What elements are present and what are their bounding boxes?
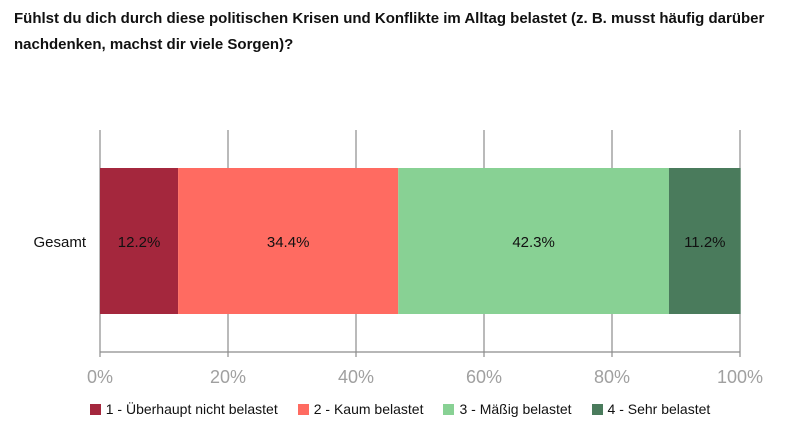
legend-label-1: 1 - Überhaupt nicht belastet — [105, 401, 278, 417]
legend-swatch-3 — [443, 403, 455, 415]
legend-swatch-2 — [297, 403, 309, 415]
legend-swatch-1 — [89, 403, 101, 415]
legend-swatch-4 — [591, 403, 603, 415]
chart-svg: 0% 20% 40% 60% 80% 100% Gesamt 12.2% 34.4% 42.3% 1… — [33, 130, 763, 387]
x-tick-label-1: 20% — [210, 367, 246, 387]
data-label-4: 11.2% — [684, 234, 725, 251]
bar-segment-3 — [398, 168, 669, 314]
legend-item-3: 3 - Mäßig belastet — [443, 401, 572, 417]
data-label-2: 34.4% — [267, 234, 310, 251]
data-label-1: 12.2% — [118, 234, 161, 251]
x-tick-label-3: 60% — [466, 367, 502, 387]
legend-label-4: 4 - Sehr belastet — [607, 401, 711, 417]
x-tick-label-4: 80% — [594, 367, 630, 387]
bar-segment-4 — [668, 168, 741, 314]
legend: 1 - Überhaupt nicht belastet 2 - Kaum be… — [0, 401, 800, 417]
legend-item-4: 4 - Sehr belastet — [591, 401, 711, 417]
bar-segment-1 — [100, 168, 179, 314]
data-label-3: 42.3% — [512, 234, 555, 251]
legend-item-2: 2 - Kaum belastet — [297, 401, 424, 417]
chart-title: Fühlst du dich durch diese politischen K… — [14, 10, 765, 53]
category-label: Gesamt — [33, 234, 86, 251]
legend-label-3: 3 - Mäßig belastet — [459, 401, 572, 417]
legend-label-2: 2 - Kaum belastet — [313, 401, 424, 417]
legend-item-1: 1 - Überhaupt nicht belastet — [89, 401, 278, 417]
x-tick-label-2: 40% — [338, 367, 374, 387]
x-tick-label-5: 100% — [717, 367, 763, 387]
x-tick-label-0: 0% — [87, 367, 113, 387]
bar-segment-2 — [178, 168, 399, 314]
